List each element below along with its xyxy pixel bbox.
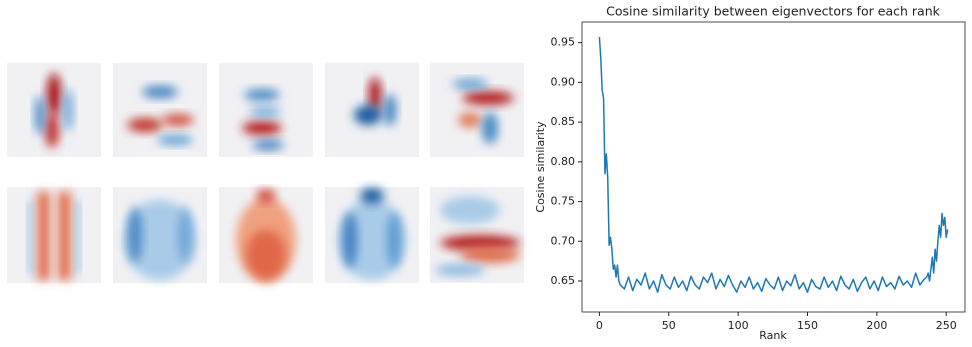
x-axis-label: Rank: [759, 329, 787, 342]
y-tick-label: 0.80: [551, 155, 576, 168]
eigen-image: [113, 187, 207, 283]
x-tick-label: 200: [866, 319, 887, 332]
eigen-image: [7, 187, 101, 283]
y-tick-label: 0.90: [551, 75, 576, 88]
y-tick-label: 0.70: [551, 234, 576, 247]
eigen-images: [7, 63, 524, 283]
chart-title: Cosine similarity between eigenvectors f…: [606, 4, 940, 19]
eigen-image: [430, 187, 524, 283]
eigen-image: [430, 63, 524, 157]
x-tick-label: 100: [728, 319, 749, 332]
y-tick-label: 0.75: [551, 195, 576, 208]
y-axis-label: Cosine similarity: [534, 121, 547, 213]
eigen-image: [325, 63, 419, 157]
x-tick-label: 50: [662, 319, 676, 332]
eigen-image: [219, 187, 313, 283]
eigen-image: [7, 63, 101, 157]
x-tick-label: 0: [596, 319, 603, 332]
eigen-image: [113, 63, 207, 157]
line-chart: Cosine similarity between eigenvectors f…: [534, 4, 966, 342]
data-line: [598, 37, 949, 293]
y-tick-label: 0.95: [551, 36, 576, 49]
x-tick-label: 250: [936, 319, 957, 332]
y-tick-label: 0.85: [551, 115, 576, 128]
x-tick-label: 150: [797, 319, 818, 332]
eigen-image: [219, 63, 313, 157]
eigen-image: [325, 187, 419, 283]
y-tick-label: 0.65: [551, 274, 576, 287]
plot-frame: [581, 21, 966, 313]
